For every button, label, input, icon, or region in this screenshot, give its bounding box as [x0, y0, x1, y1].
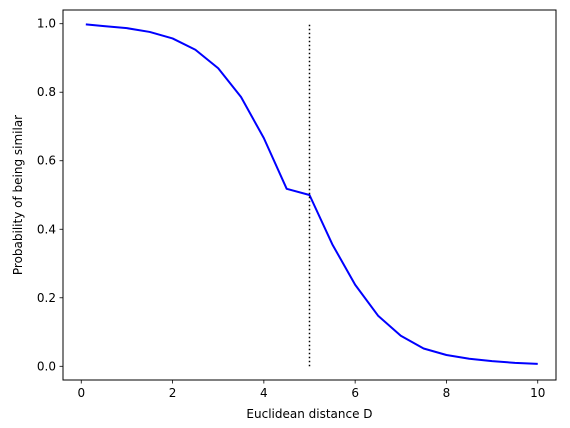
y-tick-label: 0.2 [37, 291, 56, 305]
y-tick-label: 1.0 [37, 17, 56, 31]
plot-area [85, 23, 538, 367]
x-tick-label: 6 [351, 386, 359, 400]
x-tick-label: 4 [260, 386, 268, 400]
x-tick-label: 10 [530, 386, 545, 400]
y-tick-label: 0.6 [37, 154, 56, 168]
x-tick-label: 8 [443, 386, 451, 400]
x-tick-label: 2 [169, 386, 177, 400]
y-tick-label: 0.8 [37, 85, 56, 99]
x-axis-label: Euclidean distance D [246, 407, 372, 421]
probability-curve [85, 23, 538, 365]
x-tick-label: 0 [77, 386, 85, 400]
y-axis-label: Probability of being similar [11, 115, 25, 275]
y-tick-label: 0.4 [37, 222, 56, 236]
plot-frame [62, 9, 557, 381]
ticks: 0 2 4 6 8 10 0.0 0.2 0.4 0.6 0.8 1.0 [37, 17, 545, 400]
y-tick-label: 0.0 [37, 359, 56, 373]
